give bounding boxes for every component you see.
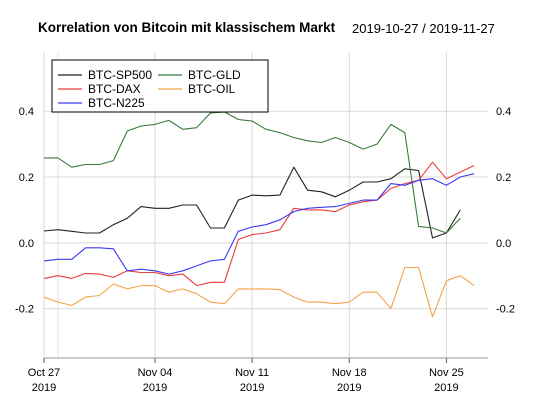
- y-tick-label-left: 0.0: [19, 238, 34, 250]
- x-tick-label: Nov 18: [332, 367, 367, 379]
- legend-box: [51, 59, 269, 113]
- series-line-btc-n225: [43, 173, 475, 275]
- series-line-btc-dax: [43, 161, 475, 287]
- y-tick-label-left: 0.2: [19, 172, 34, 184]
- series-line-btc-oil: [43, 266, 475, 318]
- axes-layer: -0.2 -0.2 0.0 0.0 0.2 0.2 0.4 0.4 Oct 27 2019 Nov …: [15, 106, 515, 394]
- chart-date-range: 2019-10-27 / 2019-11-27: [352, 21, 495, 36]
- y-tick-label-right: 0.0: [496, 238, 511, 250]
- x-tick-year-label: 2019: [434, 382, 458, 394]
- y-tick-label-right: 0.4: [496, 106, 511, 118]
- legend-label: BTC-DAX: [88, 82, 141, 96]
- legend-label: BTC-GLD: [188, 68, 241, 82]
- x-tick-label: Nov 25: [429, 367, 464, 379]
- chart-title: Korrelation von Bitcoin mit klassischem …: [38, 20, 336, 35]
- legend-label: BTC-SP500: [88, 68, 152, 82]
- x-tick-label: Nov 04: [138, 367, 173, 379]
- legend: BTC-SP500 BTC-GLD BTC-DAX BTC-OIL BTC-N225: [51, 59, 269, 113]
- x-tick-year-label: 2019: [240, 382, 264, 394]
- legend-label: BTC-N225: [88, 96, 145, 110]
- x-tick-label: Nov 11: [235, 367, 269, 379]
- y-tick-label-left: 0.4: [19, 106, 34, 118]
- y-tick-label-right: -0.2: [496, 304, 515, 316]
- x-tick-label: Oct 27: [28, 367, 60, 379]
- x-tick-year-label: 2019: [32, 382, 56, 394]
- series-layer: [43, 111, 475, 318]
- y-tick-label-left: -0.2: [15, 304, 34, 316]
- series-line-btc-sp500: [43, 166, 461, 239]
- y-tick-label-right: 0.2: [496, 172, 511, 184]
- x-tick-year-label: 2019: [337, 382, 361, 394]
- legend-label: BTC-OIL: [188, 82, 236, 96]
- x-tick-year-label: 2019: [143, 382, 167, 394]
- series-line-btc-gld: [44, 111, 461, 234]
